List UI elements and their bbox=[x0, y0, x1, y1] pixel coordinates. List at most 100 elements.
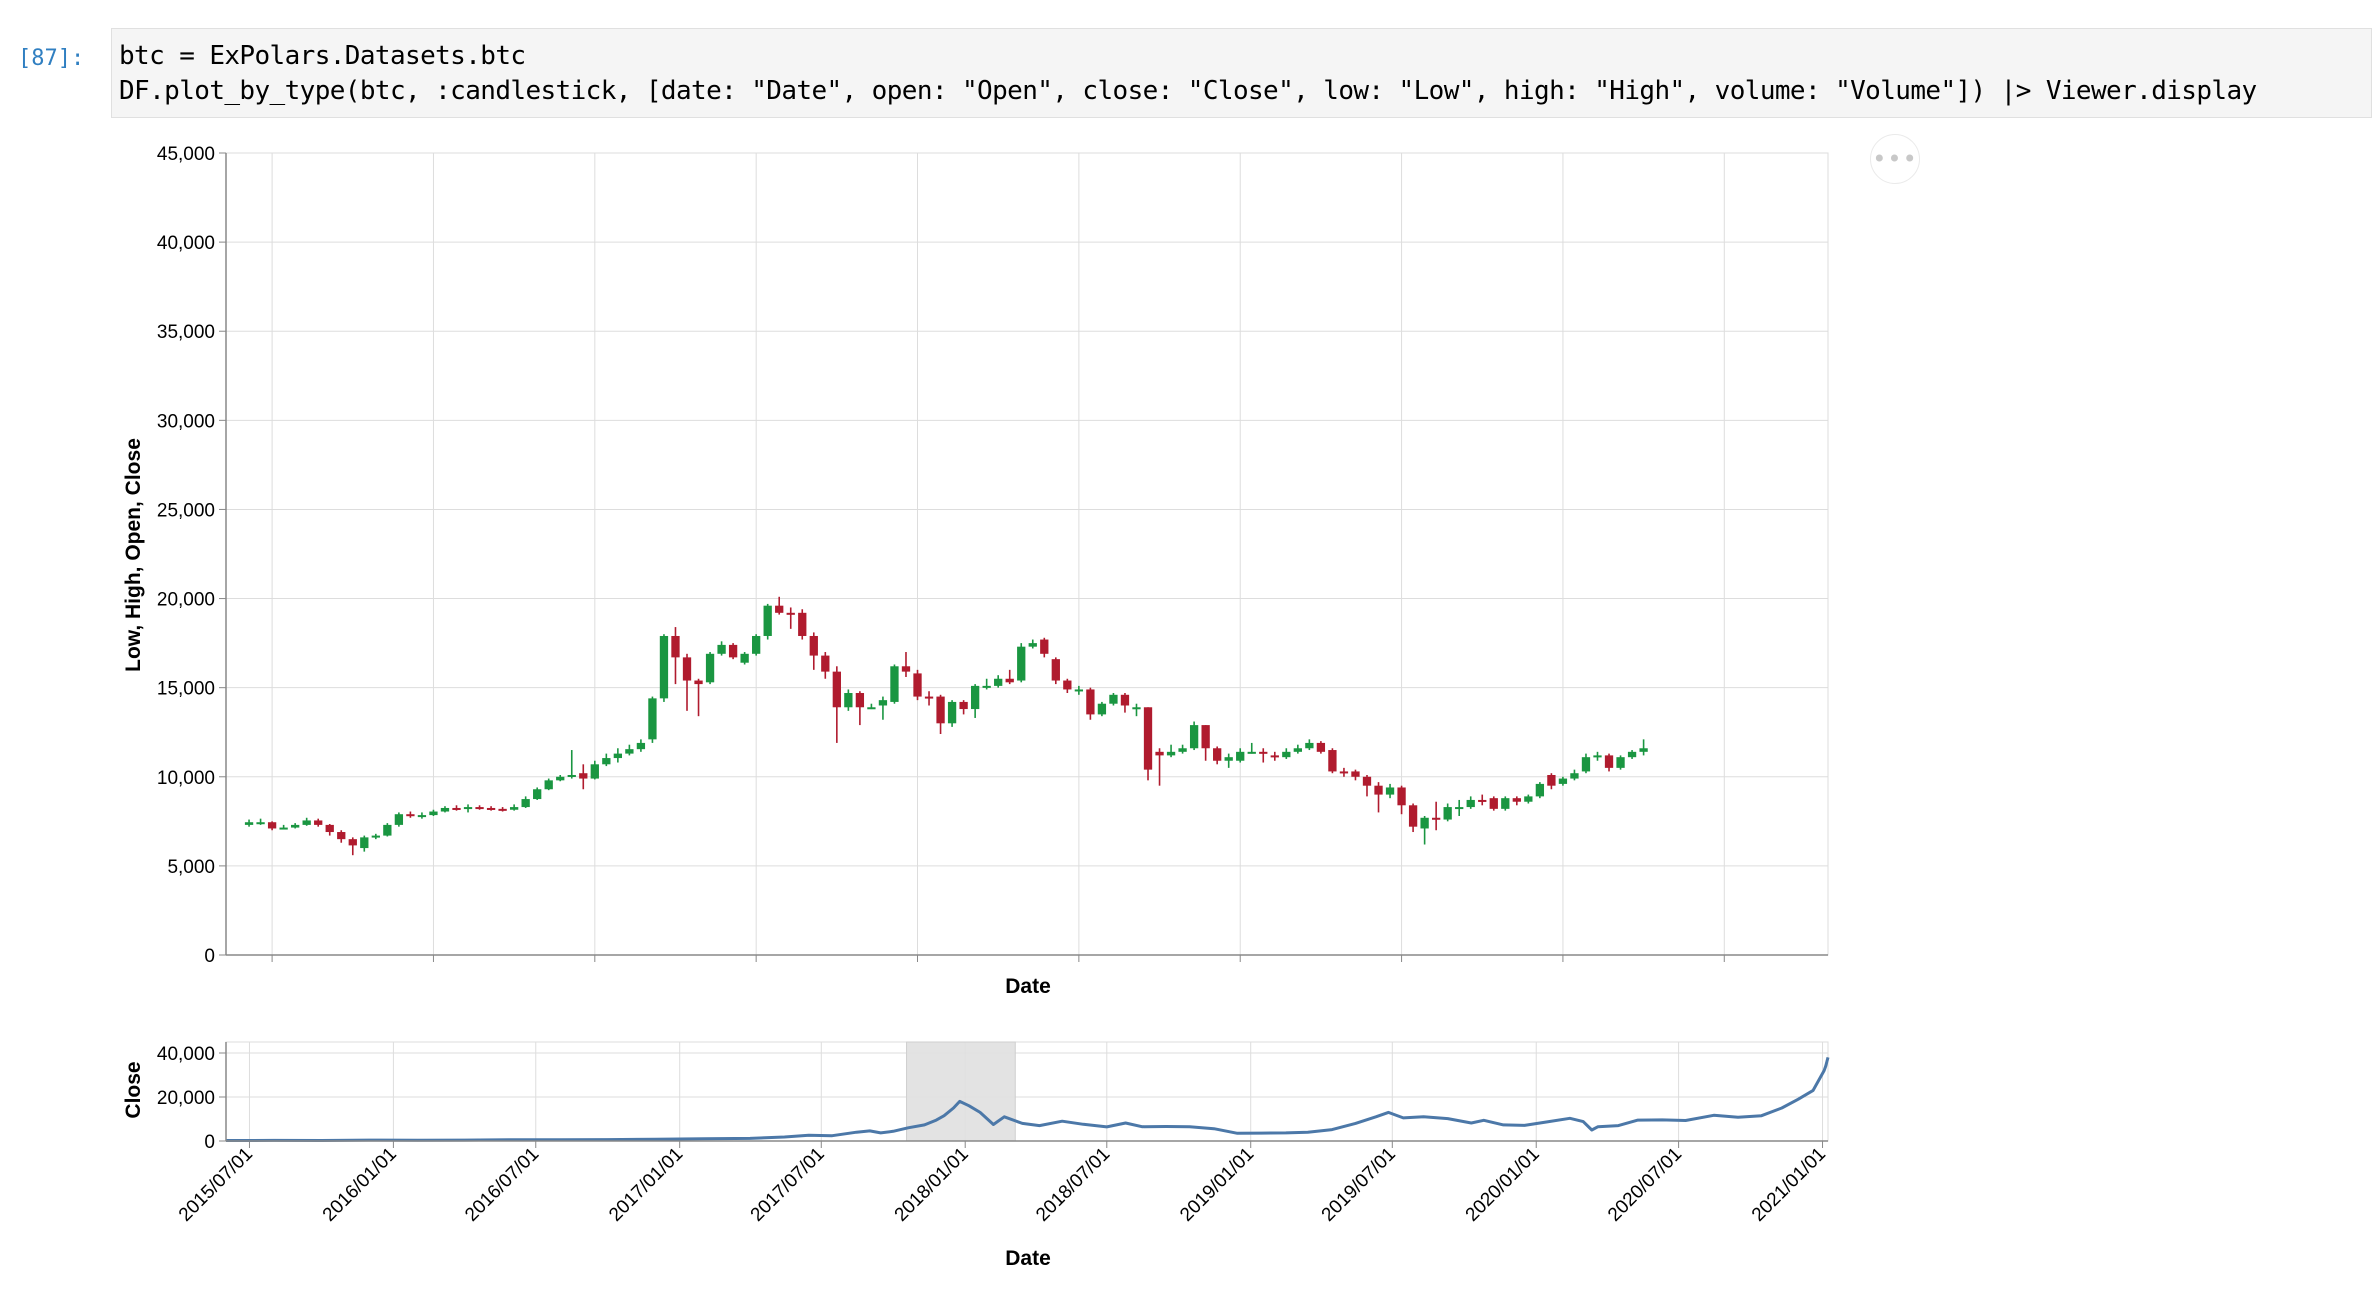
candle-down bbox=[1143, 707, 1153, 770]
candle-up bbox=[705, 653, 715, 683]
candle-down bbox=[406, 814, 415, 817]
candle-down bbox=[832, 671, 841, 708]
y-tick-label: 45,000 bbox=[157, 144, 215, 165]
candle-down bbox=[267, 822, 277, 829]
candle-up bbox=[970, 685, 980, 710]
candle-up bbox=[417, 815, 427, 818]
ellipsis-icon: ••• bbox=[1872, 145, 1918, 173]
candle-down bbox=[913, 673, 922, 697]
candle-up bbox=[244, 822, 254, 825]
candle-down bbox=[1512, 798, 1521, 802]
candle-down bbox=[959, 701, 968, 710]
candle-up bbox=[509, 807, 519, 810]
x-axis-title: Date bbox=[1005, 975, 1051, 998]
candle-up bbox=[1097, 703, 1107, 715]
candle-up bbox=[1109, 694, 1118, 704]
candle-up bbox=[383, 824, 392, 836]
candle-up bbox=[1385, 787, 1395, 795]
candlestick-chart[interactable]: 0 5,000 10,000 15,000 20,000 25,000 30,000 35,0… bbox=[157, 144, 1829, 967]
candle-up bbox=[1247, 751, 1256, 754]
x-axis-title: Date bbox=[1005, 1247, 1051, 1270]
candle-up bbox=[556, 776, 565, 781]
candle-up bbox=[636, 742, 646, 750]
y-tick-label: 20,000 bbox=[157, 590, 215, 611]
candle-up bbox=[1524, 796, 1533, 802]
candle-down bbox=[1259, 751, 1268, 754]
candle-down bbox=[1431, 817, 1441, 820]
y-tick-label: 10,000 bbox=[157, 768, 215, 789]
candle-up bbox=[1535, 783, 1545, 797]
y-tick-label: 40,000 bbox=[157, 1044, 215, 1065]
candle-down bbox=[1489, 798, 1498, 809]
candle-down bbox=[498, 808, 507, 811]
candle-down bbox=[901, 666, 911, 672]
candle-up bbox=[602, 758, 611, 765]
candle-up bbox=[429, 811, 438, 816]
candle-down bbox=[728, 644, 738, 658]
chart-actions-button[interactable]: ••• bbox=[1870, 134, 1920, 184]
candle-down bbox=[1120, 694, 1130, 706]
candle-up bbox=[360, 837, 369, 849]
candle-down bbox=[1328, 750, 1337, 772]
candle-down bbox=[486, 807, 496, 810]
candle-up bbox=[1455, 807, 1464, 810]
candle-down bbox=[1547, 774, 1556, 786]
code-line: DF.plot_by_type(btc, :candlestick, [date… bbox=[119, 76, 2257, 106]
candle-up bbox=[544, 780, 553, 790]
candle-up bbox=[567, 774, 576, 777]
candle-up bbox=[867, 707, 876, 710]
candle-up bbox=[440, 807, 450, 812]
candle-down bbox=[786, 612, 795, 615]
overview-line-chart[interactable]: 0 20,000 40,000 2015/07/01 2016/01/01 2016/07… bbox=[157, 1041, 1830, 1226]
candle-down bbox=[809, 635, 818, 656]
candle-down bbox=[1086, 689, 1095, 715]
candle-down bbox=[671, 635, 680, 658]
candle-up bbox=[1593, 755, 1602, 758]
candle-up bbox=[1074, 689, 1084, 692]
candle-up bbox=[1189, 725, 1199, 749]
candle-down bbox=[798, 612, 807, 636]
candle-up bbox=[1501, 798, 1510, 809]
candle-up bbox=[1017, 646, 1026, 681]
y-tick-label: 0 bbox=[204, 946, 215, 967]
y-tick-label: 20,000 bbox=[157, 1088, 215, 1109]
x-tick-label: 2016/07/01 bbox=[461, 1144, 543, 1226]
code-cell[interactable]: btc = ExPolars.Datasets.btc DF.plot_by_t… bbox=[111, 28, 2372, 118]
candle-down bbox=[1478, 799, 1487, 802]
x-tick-label: 2015/07/01 bbox=[175, 1144, 257, 1226]
candle-up bbox=[279, 827, 288, 830]
code-line: btc = ExPolars.Datasets.btc bbox=[119, 41, 526, 71]
x-tick-label: 2020/01/01 bbox=[1462, 1144, 1544, 1226]
y-tick-label: 40,000 bbox=[157, 233, 215, 254]
candle-down bbox=[821, 655, 830, 672]
y-tick-label: 25,000 bbox=[157, 500, 215, 521]
y-tick-label: 0 bbox=[204, 1132, 215, 1153]
candle-down bbox=[855, 693, 865, 708]
candle-up bbox=[371, 835, 380, 838]
candle-down bbox=[1604, 755, 1614, 768]
candle-up bbox=[1616, 757, 1625, 768]
cell-prompt: [87]: bbox=[18, 46, 85, 71]
candle-up bbox=[717, 644, 726, 654]
candle-up bbox=[590, 764, 599, 779]
candle-down bbox=[1374, 785, 1383, 795]
candle-down bbox=[1397, 787, 1406, 806]
candle-down bbox=[579, 773, 588, 779]
candle-up bbox=[648, 698, 657, 740]
candle-down bbox=[694, 680, 703, 685]
x-tick-label: 2020/07/01 bbox=[1604, 1144, 1686, 1226]
candle-down bbox=[1408, 805, 1418, 827]
candle-down bbox=[1316, 742, 1326, 752]
candle-down bbox=[924, 696, 934, 699]
candle-down bbox=[775, 605, 784, 613]
candle-up bbox=[1639, 748, 1648, 752]
candle-down bbox=[1155, 751, 1164, 756]
candle-down bbox=[325, 824, 334, 833]
candle-down bbox=[314, 820, 323, 825]
y-axis-title: Close bbox=[122, 1061, 145, 1118]
x-tick-label: 2016/01/01 bbox=[319, 1144, 401, 1226]
y-tick-label: 30,000 bbox=[157, 411, 215, 432]
candle-down bbox=[475, 807, 484, 810]
candle-up bbox=[1443, 807, 1452, 820]
candle-up bbox=[1570, 773, 1579, 779]
